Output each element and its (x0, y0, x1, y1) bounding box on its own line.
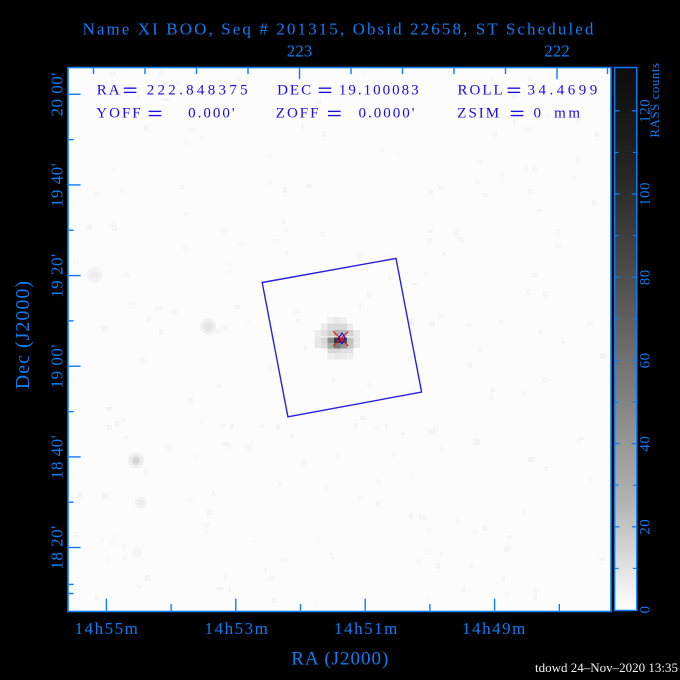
svg-text:100: 100 (638, 182, 654, 206)
svg-text:60: 60 (638, 352, 654, 368)
svg-text:40: 40 (638, 436, 654, 452)
svg-text:tdowd 24–Nov–2020 13:35: tdowd 24–Nov–2020 13:35 (535, 660, 678, 675)
svg-text:18 20': 18 20' (48, 525, 67, 569)
svg-text:19 00': 19 00' (48, 344, 67, 388)
svg-text:80: 80 (638, 269, 654, 285)
svg-text:222: 222 (544, 42, 570, 61)
svg-text:223: 223 (287, 42, 313, 61)
svg-text:19 20': 19 20' (48, 253, 67, 297)
svg-text:14h53m: 14h53m (205, 619, 270, 638)
svg-text:18 40': 18 40' (48, 435, 67, 479)
svg-text:RASS counts: RASS counts (647, 62, 662, 137)
svg-text:19 40': 19 40' (48, 163, 67, 207)
svg-text:20: 20 (638, 519, 654, 535)
svg-text:14h55m: 14h55m (75, 619, 140, 638)
svg-text:120: 120 (638, 99, 654, 123)
svg-text:Name XI BOO, Seq # 201315, Obs: Name XI BOO, Seq # 201315, Obsid 22658, … (82, 20, 595, 39)
svg-text:RA (J2000): RA (J2000) (291, 648, 389, 669)
svg-text:14h49m: 14h49m (462, 619, 527, 638)
svg-text:Dec (J2000): Dec (J2000) (12, 280, 34, 389)
svg-text:20 00': 20 00' (48, 72, 67, 116)
svg-text:14h51m: 14h51m (334, 619, 399, 638)
svg-text:0: 0 (638, 606, 654, 614)
